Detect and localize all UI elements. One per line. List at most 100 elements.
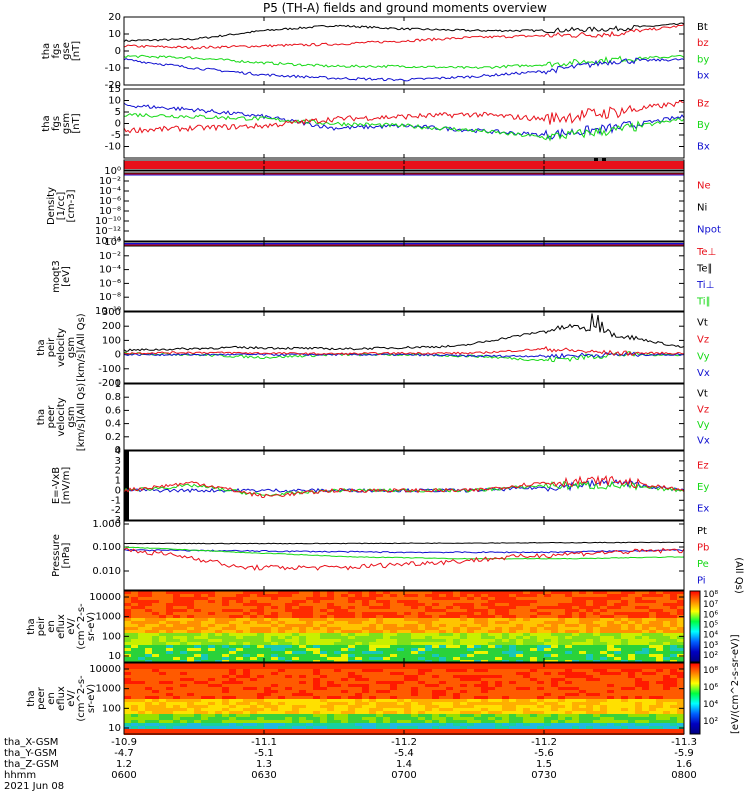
y-axis-label: E=-VxB — [51, 467, 62, 504]
y-tick-label: 10⁻⁴ — [99, 186, 121, 197]
y-axis-label: gse — [61, 42, 72, 60]
y-tick-label: -10 — [105, 63, 121, 74]
y-axis-label: peir — [36, 616, 47, 636]
y-tick-label: 0.010 — [92, 566, 121, 577]
legend-entry: Te∥ — [696, 264, 713, 275]
panel-frame — [123, 170, 685, 242]
y-axis-label: [km/s](All Qs) — [76, 313, 87, 381]
y-tick-label: 10⁻⁸ — [99, 292, 121, 303]
series-pt — [123, 541, 685, 545]
chart-title: P5 (TH-A) fields and ground moments over… — [263, 1, 547, 15]
y-tick-label: -2 — [111, 505, 121, 516]
panel-frame — [123, 88, 685, 159]
series-bz — [123, 23, 685, 50]
legend-entry: Vt — [697, 389, 708, 400]
x-tick-value: -5.9 — [674, 748, 694, 759]
y-tick-label: 4 — [115, 446, 121, 457]
x-tick-value: 1.2 — [116, 759, 132, 770]
y-axis-label: gsm — [61, 113, 72, 134]
legend-entry: Vx — [697, 436, 710, 447]
y-tick-label: 10 — [108, 96, 121, 107]
y-tick-label: 0.6 — [105, 405, 121, 416]
y-tick-label: 0.4 — [105, 419, 121, 430]
series-by — [123, 54, 685, 70]
y-tick-label: 10000 — [89, 592, 121, 603]
legend-entry: Ti∥ — [696, 296, 711, 307]
y-tick-label: 10⁻¹⁰ — [95, 216, 121, 227]
series-ez — [123, 474, 685, 499]
legend-entry: Pt — [697, 526, 707, 537]
y-tick-label: 2 — [115, 466, 121, 477]
series-pe — [123, 546, 685, 560]
legend-entry: Bz — [697, 98, 709, 109]
colorbar-tick-label: 10⁵ — [703, 621, 718, 631]
x-tick-value: 1.5 — [536, 759, 552, 770]
legend-entry: Pi — [697, 575, 706, 586]
y-axis-label: eflux — [56, 686, 67, 711]
x-tick-value: -5.1 — [254, 748, 274, 759]
y-axis-label: eV/ — [66, 618, 77, 635]
y-tick-label: 0.2 — [105, 432, 121, 443]
legend-entry: By — [697, 120, 710, 131]
legend-entry: Ey — [697, 482, 709, 493]
y-tick-label: 0 — [115, 350, 121, 361]
legend-entry: bx — [697, 71, 709, 82]
series-bx — [123, 57, 685, 82]
legend-entry: Vz — [697, 334, 709, 345]
series-vz-peir — [123, 345, 684, 357]
y-tick-label: 10⁻¹⁰ — [95, 306, 121, 317]
colorbar-tick-label: 10² — [703, 717, 718, 727]
y-tick-label: 1000 — [96, 684, 121, 695]
y-axis-label: [eV] — [61, 266, 72, 287]
x-tick-value: 1.6 — [676, 759, 692, 770]
colorbar-tick-label: 10⁴ — [703, 631, 718, 641]
panel-frame — [123, 241, 685, 312]
y-tick-label: -200 — [98, 378, 121, 389]
series-bt — [123, 22, 685, 43]
x-row-label: tha_X-GSM — [4, 737, 58, 748]
legend-entry: Ez — [697, 460, 709, 471]
y-tick-label: 10 — [108, 723, 121, 734]
series-bx-gsm — [123, 102, 685, 140]
legend-entry: bz — [697, 38, 709, 49]
y-tick-label: 1000 — [96, 612, 121, 623]
series-pb — [123, 547, 685, 571]
y-tick-label: 200 — [102, 321, 121, 332]
x-tick-value: 1.4 — [396, 759, 412, 770]
y-tick-label: 0 — [115, 46, 121, 57]
legend-entry: Vx — [697, 368, 710, 379]
series-by-gsm — [123, 112, 685, 142]
x-tick-value: 0700 — [391, 770, 416, 781]
mode-flag-bar — [124, 161, 684, 169]
y-tick-label: 1 — [115, 476, 121, 487]
y-tick-label: 3 — [115, 456, 121, 467]
y-tick-label: 10000 — [89, 664, 121, 675]
x-tick-value: -11.2 — [391, 737, 417, 748]
colorbar-tick-label: 10⁶ — [703, 683, 718, 693]
y-tick-label: 10⁻⁸ — [99, 206, 121, 217]
legend-entry: Pe — [697, 559, 709, 570]
y-axis-label: peir — [46, 337, 57, 357]
panel-frame — [123, 520, 685, 591]
x-tick-value: -5.6 — [534, 748, 554, 759]
x-tick-value: -5.4 — [394, 748, 414, 759]
colorbar-tick-label: 10³ — [703, 641, 718, 651]
y-axis-label: gsm — [66, 406, 77, 427]
y-tick-label: 300 — [102, 307, 121, 318]
x-tick-value: -11.3 — [671, 737, 697, 748]
y-tick-label: 1.000 — [92, 519, 121, 530]
y-axis-label: [1/cc] — [56, 192, 67, 221]
legend-entry: Vy — [697, 420, 710, 431]
colorbar-tick-label: 10² — [703, 651, 718, 661]
series-vx-peir — [123, 351, 685, 359]
y-tick-label: 10⁻¹⁴ — [95, 236, 121, 247]
x-tick-value: -10.9 — [111, 737, 137, 748]
plot-date: 2021 Jun 08 — [4, 781, 64, 792]
y-axis-label: velocity — [56, 397, 67, 436]
x-row-label: hhmm — [4, 770, 36, 781]
y-tick-label: 1 — [115, 379, 121, 390]
x-row-label: tha_Y-GSM — [4, 748, 57, 759]
y-tick-label: 0 — [115, 119, 121, 130]
